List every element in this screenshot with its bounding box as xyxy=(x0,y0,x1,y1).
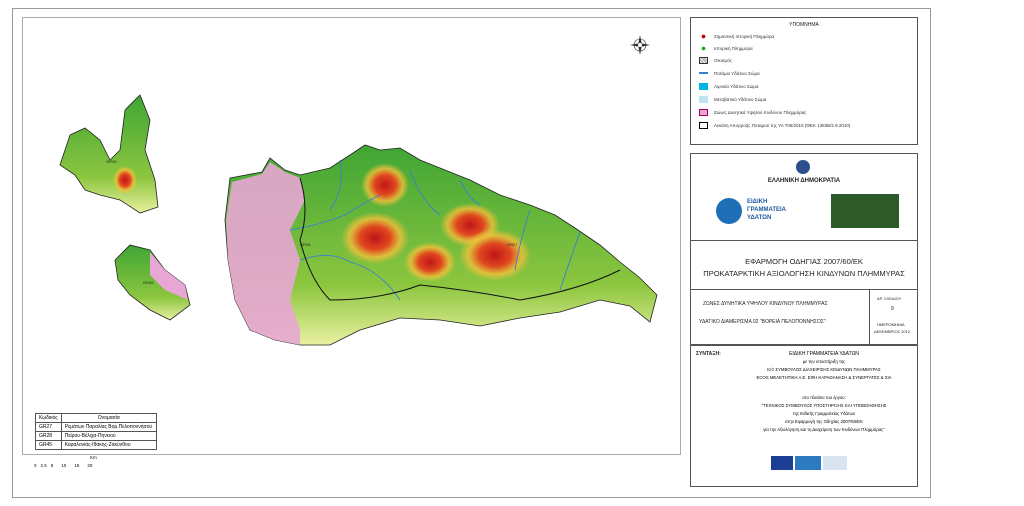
basin-label: GR45 xyxy=(143,280,154,285)
relief-high xyxy=(361,163,409,207)
credit-line: ΕΙΔΙΚΗ ΓΡΑΜΜΑΤΕΙΑ ΥΔΑΤΩΝ xyxy=(789,351,859,357)
flood-zone xyxy=(150,252,188,300)
credit-line: στην Εφαρμογή της Οδηγίας 2007/60/ΕΚ xyxy=(784,419,864,424)
agency-line: ΥΔΑΤΩΝ xyxy=(747,215,772,221)
basin-label: GR28 xyxy=(300,242,311,247)
legend-item: Ιστορική Πλημμύρα xyxy=(699,43,753,53)
agency-line: ΕΙΔΙΚΗ xyxy=(747,199,768,205)
title-block: ΕΛΛΗΝΙΚΗ ΔΗΜΟΚΡΑΤΙΑ ΕΙΔΙΚΗ ΓΡΑΜΜΑΤΕΙΑ ΥΔΑΤ… xyxy=(690,153,918,345)
drawing-label: ΑΡ. ΣΧΕΔΙΟΥ xyxy=(877,296,902,301)
agency-line: ΓΡΑΜΜΑΤΕΙΑ xyxy=(747,207,786,213)
legend-item: Σημαντική Ιστορική Πλημμύρα xyxy=(699,31,774,41)
scale-label: 0 xyxy=(34,463,37,468)
legend-item: Ποτάμιο Υδάτινο Σώμα xyxy=(699,68,760,78)
republic: ΕΛΛΗΝΙΚΗ ΔΗΜΟΚΡΑΤΙΑ xyxy=(767,178,841,184)
agency-name: ΕΙΔΙΚΗ ΓΡΑΜΜΑΤΕΙΑ ΥΔΑΤΩΝ xyxy=(747,198,786,222)
legend-label: Οικισμός xyxy=(714,57,732,63)
table-header: Κωδικός xyxy=(35,413,62,423)
credit-line: Κ/Ξ ΣΥΜΒΟΥΛΟΣ ΔΙΑΧΕΙΡΙΣΗΣ ΚΙΝΔΥΝΩΝ ΠΛΗΜΜ… xyxy=(767,367,881,372)
subject: ΖΩΝΕΣ ΔΥΝΗΤΙΚΑ ΥΨΗΛΟΥ ΚΙΝΔΥΝΟΥ ΠΛΗΜΜΥΡΑΣ xyxy=(703,301,828,307)
eu-logo xyxy=(771,456,793,470)
relief-high xyxy=(113,166,137,194)
zakynthos xyxy=(114,244,191,321)
divider xyxy=(869,289,870,344)
scale-label: 20 xyxy=(87,463,93,468)
basin-label: GR45 xyxy=(106,159,117,164)
credits-text: ΕΙΔΙΚΗ ΓΡΑΜΜΑΤΕΙΑ ΥΔΑΤΩΝ με την υποστήρι… xyxy=(731,350,917,434)
credit-line: στο πλαίσιο του έργου: xyxy=(802,395,846,400)
drawing-number: 9 xyxy=(891,306,894,312)
credits-label: ΣΥΝΤΑΞΗ: xyxy=(696,351,721,357)
relief-high xyxy=(459,229,531,281)
legend-item: Ζώνες Δυνητικά Υψηλού Κινδύνου Πλημμύρας xyxy=(699,107,806,117)
date-label: ΗΜΕΡΟΜΗΝΙΑ xyxy=(877,322,905,327)
legend: ΥΠΟΜΝΗΜΑ Σημαντική Ιστορική Πλημμύρα Ιστ… xyxy=(690,17,918,145)
date: ΔΕΚΕΜΒΡΙΟΣ 2012 xyxy=(874,329,911,334)
title-2: ΠΡΟΚΑΤΑΡΚΤΙΚΗ ΑΞΙΟΛΟΓΗΣΗ ΚΙΝΔΥΝΩΝ ΠΛΗΜΜΥ… xyxy=(703,269,905,278)
table-cell: Κεφαλονιάς-Ιθάκης-Ζακύνθου xyxy=(60,440,157,450)
table-cell: GR45 xyxy=(35,440,62,450)
basin-labels: GR45 GR45 GR28 GR27 xyxy=(106,159,518,285)
table: Κωδικός Ονομασία GR27 Ρεμάτων Παραλίας Βορ… xyxy=(35,413,157,450)
map-content: GR45 GR45 GR28 GR27 xyxy=(36,35,658,462)
legend-title: ΥΠΟΜΝΗΜΑ xyxy=(789,22,819,28)
table-cell: GR28 xyxy=(35,431,62,441)
map-panel: GR45 GR45 GR28 GR27 xyxy=(22,17,681,462)
ministry-logo xyxy=(831,194,899,228)
divider xyxy=(691,289,917,290)
espa-logo xyxy=(795,456,821,470)
table-cell: Πείρου-Βέλιχα-Πηνειού xyxy=(60,431,157,441)
district: ΥΔΑΤΙΚΟ ΔΙΑΜΕΡΙΣΜΑ 02 "ΒΟΡΕΙΑ ΠΕΛΟΠΟΝΝΗΣ… xyxy=(699,319,826,325)
legend-label: Σημαντική Ιστορική Πλημμύρα xyxy=(714,33,775,39)
credit-line: για την Αξιολόγηση και τη Διαχείριση των… xyxy=(763,427,885,432)
legend-label: Λεκάνη Απορροής Ποταμού της ΥΑ 706/2010 … xyxy=(714,122,851,128)
table-cell: Ρεμάτων Παραλίας Βορ.Πελοποννήσου xyxy=(60,422,157,432)
credit-line: "ΤΕΧΝΙΚΟΣ ΣΥΜΒΟΥΛΟΣ ΥΠΟΣΤΗΡΙΞΗΣ ΚΑΙ ΥΠΟΒ… xyxy=(761,403,887,408)
legend-item: Λιμναίο Υδάτινο Σώμα xyxy=(699,81,759,91)
divider xyxy=(691,240,917,241)
table-cell: GR27 xyxy=(35,422,62,432)
basin-boundary xyxy=(299,177,621,301)
scale-label: 15 xyxy=(74,463,80,468)
scale-label: 10 xyxy=(61,463,67,468)
compass xyxy=(630,35,650,55)
basin-table: Κωδικός Ονομασία GR27 Ρεμάτων Παραλίας Βορ… xyxy=(35,413,157,450)
scale-unit: Km xyxy=(90,455,97,460)
legend-label: Μεταβατικό Υδάτινο Σώμα xyxy=(714,96,767,102)
credit-line: της Ειδικής Γραμματείας Υδάτων xyxy=(792,411,856,416)
legend-item: Οικισμός xyxy=(699,55,732,65)
table-header: Ονομασία xyxy=(60,413,157,423)
emblem xyxy=(796,160,810,174)
scale-label: 5 xyxy=(50,463,54,468)
title-1: ΕΦΑΡΜΟΓΗ ΟΔΗΓΙΑΣ 2007/60/ΕΚ xyxy=(745,257,863,266)
credit-line: με την υποστήριξη της xyxy=(802,359,846,364)
program-logo xyxy=(823,456,847,470)
scale-labels: 0 2.5 5 10 15 20 xyxy=(34,463,92,468)
map: GR45 GR45 GR28 GR27 xyxy=(36,35,658,462)
kefalonia xyxy=(59,94,159,214)
legend-label: Ζώνες Δυνητικά Υψηλού Κινδύνου Πλημμύρας xyxy=(714,109,807,115)
relief-high xyxy=(404,242,456,282)
flood-zone xyxy=(226,162,305,345)
relief-high xyxy=(341,212,409,264)
credit-line: ECOS ΜΕΛΕΤΗΤΙΚΗ Α.Ε. ΕΦΗ ΚΑΡΑΘΑΝΑΣΗ & ΣΥ… xyxy=(756,375,892,380)
legend-item: Λεκάνη Απορροής Ποταμού της ΥΑ 706/2010 … xyxy=(699,120,850,130)
legend-label: Ποτάμιο Υδάτινο Σώμα xyxy=(714,70,760,76)
agency-logo xyxy=(716,198,742,224)
legend-item: Μεταβατικό Υδάτινο Σώμα xyxy=(699,94,766,104)
credits: ΣΥΝΤΑΞΗ: ΕΙΔΙΚΗ ΓΡΑΜΜΑΤΕΙΑ ΥΔΑΤΩΝ με την… xyxy=(690,345,918,487)
basin-label: GR27 xyxy=(507,242,518,247)
legend-label: Ιστορική Πλημμύρα xyxy=(714,45,753,51)
scale-label: 2.5 xyxy=(40,463,47,468)
legend-label: Λιμναίο Υδάτινο Σώμα xyxy=(714,83,759,89)
rivers xyxy=(289,159,581,301)
